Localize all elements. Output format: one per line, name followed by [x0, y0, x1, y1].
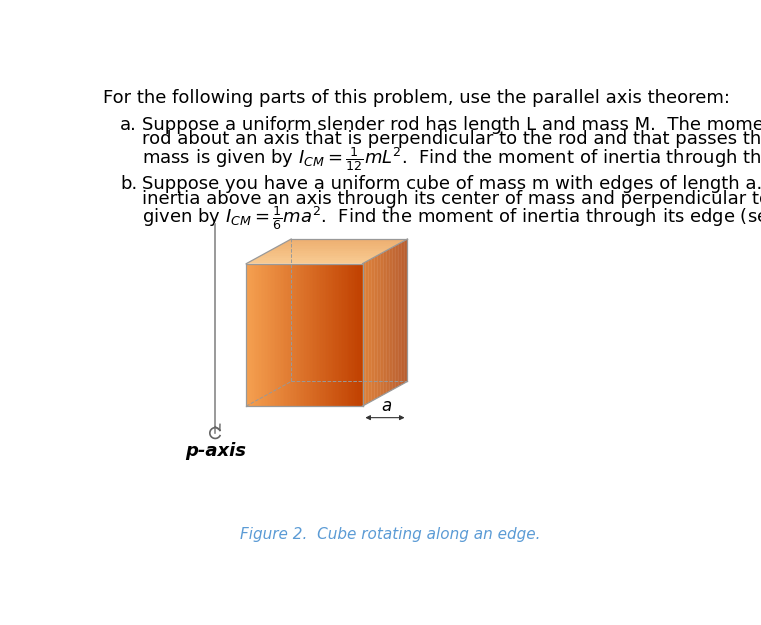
Polygon shape — [345, 264, 346, 406]
Polygon shape — [279, 264, 280, 406]
Polygon shape — [338, 264, 339, 406]
Polygon shape — [310, 264, 312, 406]
Polygon shape — [284, 264, 285, 406]
Polygon shape — [275, 264, 277, 406]
Text: rod about an axis that is perpendicular to the rod and that passes through its c: rod about an axis that is perpendicular … — [142, 131, 761, 149]
Polygon shape — [250, 264, 252, 406]
Polygon shape — [322, 264, 323, 406]
Polygon shape — [269, 264, 271, 406]
Polygon shape — [341, 264, 342, 406]
Text: a.: a. — [120, 116, 137, 134]
Polygon shape — [281, 264, 282, 406]
Polygon shape — [342, 264, 344, 406]
Polygon shape — [316, 264, 317, 406]
Polygon shape — [296, 264, 297, 406]
Polygon shape — [358, 264, 360, 406]
Polygon shape — [344, 264, 345, 406]
Polygon shape — [330, 264, 332, 406]
Polygon shape — [274, 264, 275, 406]
Polygon shape — [290, 264, 291, 406]
Polygon shape — [306, 264, 307, 406]
Polygon shape — [280, 264, 281, 406]
Polygon shape — [261, 264, 263, 406]
Polygon shape — [263, 264, 264, 406]
Polygon shape — [266, 264, 268, 406]
Text: For the following parts of this problem, use the parallel axis theorem:: For the following parts of this problem,… — [103, 89, 730, 107]
Polygon shape — [339, 264, 341, 406]
Polygon shape — [265, 264, 266, 406]
Polygon shape — [287, 264, 288, 406]
Polygon shape — [291, 264, 293, 406]
Polygon shape — [319, 264, 320, 406]
Polygon shape — [285, 264, 287, 406]
Polygon shape — [307, 264, 309, 406]
Polygon shape — [317, 264, 319, 406]
Polygon shape — [309, 264, 310, 406]
Polygon shape — [354, 264, 355, 406]
Polygon shape — [329, 264, 330, 406]
Text: Suppose a uniform slender rod has length L and mass M.  The moment of inertia of: Suppose a uniform slender rod has length… — [142, 116, 761, 134]
Polygon shape — [300, 264, 301, 406]
Text: $a$: $a$ — [381, 398, 392, 416]
Polygon shape — [314, 264, 316, 406]
Polygon shape — [360, 264, 361, 406]
Text: p-axis: p-axis — [185, 441, 246, 459]
Polygon shape — [258, 264, 260, 406]
Polygon shape — [352, 264, 354, 406]
Polygon shape — [260, 264, 261, 406]
Polygon shape — [320, 264, 322, 406]
Polygon shape — [256, 264, 258, 406]
Polygon shape — [282, 264, 284, 406]
Text: mass is given by $I_{CM} = \frac{1}{12}mL^2$.  Find the moment of inertia throug: mass is given by $I_{CM} = \frac{1}{12}m… — [142, 145, 761, 173]
Polygon shape — [288, 264, 290, 406]
Polygon shape — [298, 264, 300, 406]
Polygon shape — [328, 264, 329, 406]
Polygon shape — [271, 264, 272, 406]
Polygon shape — [297, 264, 298, 406]
Polygon shape — [323, 264, 325, 406]
Polygon shape — [361, 264, 362, 406]
Polygon shape — [255, 264, 256, 406]
Polygon shape — [312, 264, 313, 406]
Text: given by $I_{CM} = \frac{1}{6}ma^2$.  Find the moment of inertia through its edg: given by $I_{CM} = \frac{1}{6}ma^2$. Fin… — [142, 204, 761, 232]
Polygon shape — [333, 264, 335, 406]
Polygon shape — [268, 264, 269, 406]
Text: inertia above an axis through its center of mass and perpendicular to one of its: inertia above an axis through its center… — [142, 190, 761, 208]
Polygon shape — [349, 264, 351, 406]
Polygon shape — [346, 264, 348, 406]
Polygon shape — [313, 264, 314, 406]
Polygon shape — [348, 264, 349, 406]
Polygon shape — [326, 264, 328, 406]
Polygon shape — [293, 264, 295, 406]
Polygon shape — [303, 264, 304, 406]
Polygon shape — [325, 264, 326, 406]
Polygon shape — [335, 264, 336, 406]
Polygon shape — [252, 264, 253, 406]
Text: b.: b. — [120, 175, 137, 193]
Polygon shape — [264, 264, 265, 406]
Text: Figure 2.  Cube rotating along an edge.: Figure 2. Cube rotating along an edge. — [240, 528, 540, 542]
Polygon shape — [247, 264, 249, 406]
Polygon shape — [272, 264, 274, 406]
Polygon shape — [304, 264, 306, 406]
Polygon shape — [277, 264, 279, 406]
Polygon shape — [332, 264, 333, 406]
Polygon shape — [351, 264, 352, 406]
Polygon shape — [336, 264, 338, 406]
Polygon shape — [249, 264, 250, 406]
Polygon shape — [301, 264, 303, 406]
Polygon shape — [357, 264, 358, 406]
Polygon shape — [295, 264, 296, 406]
Polygon shape — [355, 264, 357, 406]
Text: Suppose you have a uniform cube of mass m with edges of length a.  The moment of: Suppose you have a uniform cube of mass … — [142, 175, 761, 193]
Polygon shape — [253, 264, 255, 406]
